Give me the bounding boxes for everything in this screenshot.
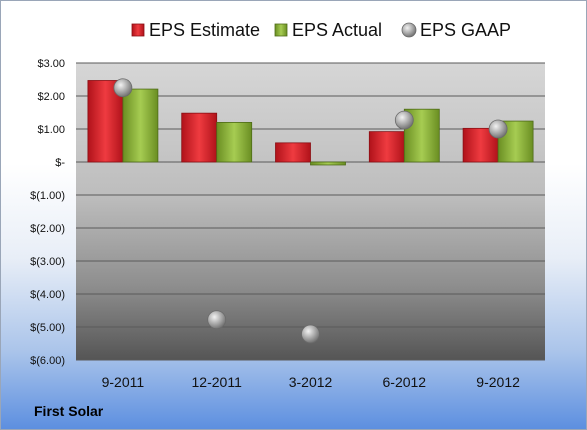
legend-actual-swatch [274, 23, 288, 37]
y-tick-label: $2.00 [37, 91, 65, 103]
eps-gaap-marker [207, 310, 227, 330]
eps-estimate-bar [275, 142, 311, 163]
x-category-label: 9-2012 [476, 374, 520, 390]
legend-actual-label: EPS Actual [292, 20, 382, 40]
eps-actual-bar [310, 161, 346, 166]
eps-gaap-marker [301, 324, 320, 344]
y-tick-label: $(6.00) [30, 355, 65, 367]
y-tick-label: $(3.00) [30, 256, 65, 268]
eps-gaap-marker [394, 110, 414, 130]
company-name: First Solar [34, 403, 104, 419]
y-tick-label: $(4.00) [30, 289, 65, 301]
y-tick-label: $3.00 [37, 58, 65, 70]
y-tick-label: $(2.00) [30, 223, 65, 235]
x-axis-category-labels: 9-2011 12-2011 3-2012 6-2012 9-2012 [102, 374, 520, 390]
y-tick-label: $- [55, 157, 65, 169]
eps-estimate-bar [181, 112, 218, 163]
legend-gaap-label: EPS GAAP [420, 20, 511, 40]
legend: EPS Estimate EPS Actual EPS GAAP [131, 20, 511, 40]
y-tick-label: $1.00 [37, 124, 65, 136]
eps-estimate-bar [368, 131, 405, 163]
y-tick-label: $(1.00) [30, 190, 65, 202]
legend-estimate-swatch [131, 23, 145, 37]
legend-estimate-label: EPS Estimate [149, 20, 260, 40]
legend-gaap-swatch [401, 22, 417, 38]
x-category-label: 12-2011 [192, 374, 243, 390]
eps-gaap-marker [488, 119, 508, 139]
x-category-label: 9-2011 [102, 374, 145, 390]
bars [87, 80, 534, 166]
eps-actual-bar [122, 88, 159, 163]
y-tick-label: $(5.00) [30, 322, 65, 334]
eps-actual-bar [216, 122, 253, 163]
gaap-markers [113, 78, 508, 344]
x-category-label: 6-2012 [383, 374, 427, 390]
eps-gaap-marker [113, 78, 133, 98]
y-axis-tick-labels: $3.00 $2.00 $1.00 $- $(1.00) $(2.00) $(3.00) $(… [30, 58, 65, 367]
x-category-label: 3-2012 [289, 374, 333, 390]
